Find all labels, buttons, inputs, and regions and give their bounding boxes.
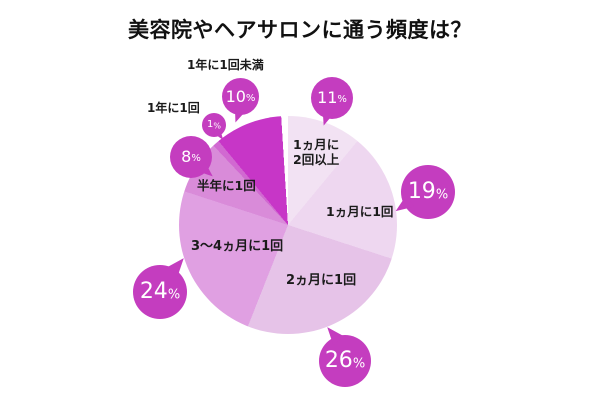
percent-callout-monthly: 19% [401, 165, 455, 219]
chart-title: 美容院やヘアサロンに通う頻度は？ [128, 18, 472, 42]
segment-label-every-6-months: 半年に1回 [197, 178, 256, 193]
percent-value: 1 [207, 119, 214, 130]
percent-callout-twice-monthly: 11% [311, 77, 353, 119]
percent-callout-every-6-months: 8% [170, 136, 212, 178]
percent-callout-every-3-4-months: 24% [133, 265, 187, 319]
percent-sign: % [191, 152, 201, 164]
percent-sign: % [352, 355, 366, 371]
percent-sign: % [435, 186, 449, 202]
percent-value: 8 [181, 147, 192, 166]
percent-value: 24 [139, 279, 168, 304]
percent-value: 26 [324, 348, 353, 373]
percent-sign: % [167, 286, 181, 302]
segment-label-twice-monthly: 1ヵ月に2回以上 [293, 137, 340, 167]
percent-callout-every-2-months: 26% [319, 335, 371, 387]
segment-label-yearly: 1年に1回 [147, 101, 200, 115]
percent-callout-yearly: 1% [202, 113, 226, 137]
percent-value: 10 [225, 86, 246, 106]
percent-value: 19 [407, 179, 436, 204]
percent-sign: % [337, 93, 347, 105]
percent-callout-less-than-yearly: 10% [222, 78, 259, 115]
pie-chart [179, 116, 397, 334]
percent-sign: % [245, 92, 256, 104]
segment-label-monthly: 1ヵ月に1回 [326, 204, 394, 219]
percent-value: 11 [317, 88, 338, 107]
percent-sign: % [213, 121, 221, 131]
segment-label-less-than-yearly: 1年に1回未満 [187, 58, 264, 72]
segment-label-every-3-4-months: 3〜4ヵ月に1回 [191, 239, 284, 254]
segment-label-every-2-months: 2ヵ月に1回 [286, 273, 357, 288]
